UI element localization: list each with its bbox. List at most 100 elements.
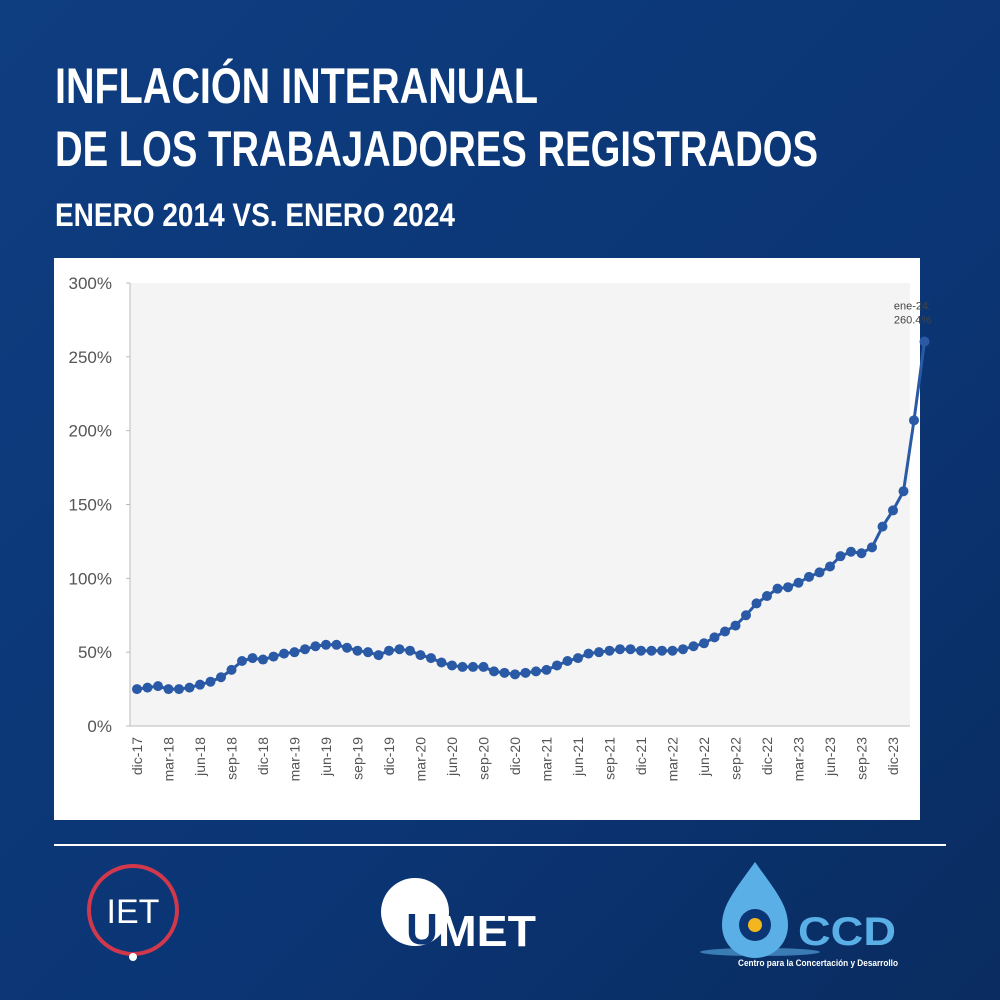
x-tick-label: jun-20 (444, 737, 460, 777)
point (142, 682, 153, 693)
point (132, 684, 142, 695)
point (688, 641, 699, 652)
x-tick-label: dic-22 (759, 737, 775, 775)
point (300, 644, 310, 655)
annotation: ene-24: (894, 300, 931, 312)
point (373, 650, 384, 661)
point (237, 656, 247, 667)
point (730, 620, 741, 631)
ccd-logo-swoosh (700, 948, 820, 956)
point (216, 672, 226, 683)
point (562, 656, 573, 667)
point (751, 598, 762, 609)
point (447, 660, 457, 671)
point (468, 661, 478, 672)
point (195, 679, 205, 690)
point (184, 682, 195, 693)
point (856, 548, 867, 559)
point (783, 582, 793, 593)
x-tick-label: jun-18 (192, 737, 208, 777)
point (898, 486, 909, 497)
point (615, 644, 625, 655)
point (321, 639, 331, 650)
annotation: 260.4% (894, 314, 932, 326)
ccd-name: Centro para la Concertación y Desarrollo (738, 958, 898, 968)
umet-logo-circle (381, 878, 449, 946)
point (426, 653, 436, 664)
iet-logo: IET (107, 893, 160, 931)
y-tick-label: 250% (69, 348, 112, 367)
x-tick-label: dic-17 (129, 737, 145, 775)
point (174, 684, 184, 695)
point (415, 650, 426, 661)
y-tick-label: 200% (69, 422, 112, 441)
point (226, 664, 237, 675)
point (457, 661, 468, 672)
point (552, 660, 562, 671)
point (877, 521, 888, 532)
point (867, 542, 877, 553)
point (352, 645, 363, 656)
x-tick-label: mar-20 (413, 737, 429, 782)
umet-logo-u: U (406, 905, 438, 954)
point (436, 657, 447, 668)
point (919, 336, 930, 347)
point (405, 645, 415, 656)
point (636, 645, 646, 656)
x-tick-label: mar-23 (791, 737, 807, 782)
chart: 0% 50% 100% 150% 200% 250% 300% dic-17 mar-18 jun… (69, 274, 932, 781)
point (205, 676, 216, 687)
point (709, 632, 720, 643)
point (310, 641, 321, 652)
x-tick-label: sep-19 (350, 737, 366, 780)
point (814, 567, 825, 578)
y-tick-label: 300% (69, 274, 112, 293)
y-tick-label: 150% (69, 496, 112, 515)
y-tick-label: 100% (69, 569, 112, 588)
point (478, 661, 489, 672)
plot-area (130, 283, 910, 726)
point (268, 651, 279, 662)
ccd-logo: CCD (798, 910, 896, 954)
point (384, 645, 394, 656)
point (394, 644, 405, 655)
point (499, 667, 510, 678)
point (804, 571, 814, 582)
x-tick-label: sep-23 (854, 737, 870, 780)
x-tick-label: mar-19 (287, 737, 303, 782)
point (846, 546, 856, 557)
point (541, 664, 552, 675)
x-tick-label: jun-19 (318, 737, 334, 777)
point (363, 647, 373, 658)
x-tick-label: sep-21 (602, 737, 618, 780)
title-line: INFLACIÓN INTERANUAL (55, 58, 538, 114)
x-tick-label: sep-20 (476, 737, 492, 780)
x-tick-label: jun-21 (570, 737, 586, 777)
point (772, 583, 783, 594)
point (573, 653, 583, 664)
point (153, 681, 163, 692)
point (793, 577, 804, 588)
x-tick-label: mar-18 (161, 737, 177, 782)
title-line: DE LOS TRABAJADORES REGISTRADOS (55, 121, 818, 177)
x-tick-label: dic-19 (381, 737, 397, 775)
point (762, 591, 772, 602)
point (678, 644, 688, 655)
point (279, 648, 289, 659)
iet-logo-dot (129, 953, 137, 961)
x-tick-label: sep-18 (224, 737, 240, 780)
x-tick-label: sep-22 (728, 737, 744, 780)
point (657, 645, 667, 656)
point (720, 626, 730, 637)
point (625, 644, 636, 655)
line (136, 341, 926, 691)
y-tick-label: 50% (78, 643, 112, 662)
point (594, 647, 604, 658)
point (489, 666, 499, 677)
point (520, 667, 531, 678)
point (909, 415, 919, 426)
point (289, 647, 300, 658)
x-tick-label: dic-21 (633, 737, 649, 775)
point (699, 638, 709, 649)
